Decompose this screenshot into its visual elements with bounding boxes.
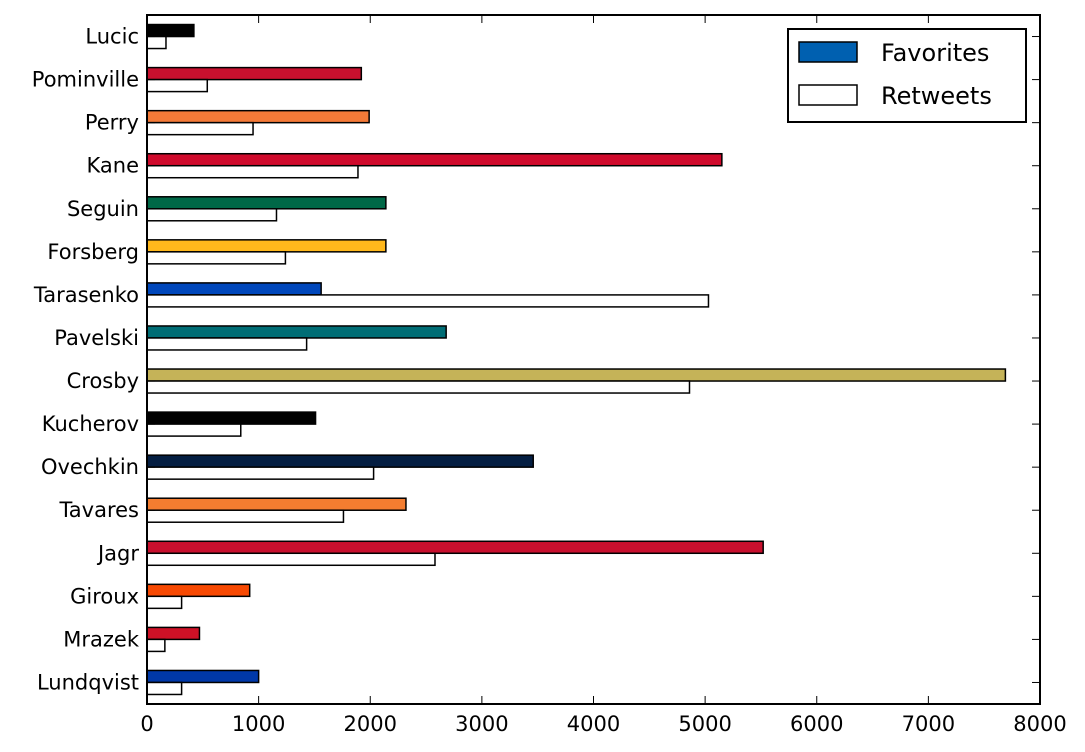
y-tick-label-ovechkin: Ovechkin (41, 455, 139, 479)
y-tick-label-lundqvist: Lundqvist (37, 670, 139, 694)
y-tick-label-forsberg: Forsberg (47, 240, 139, 264)
legend-label-retweets: Retweets (881, 82, 992, 110)
bar-favorites-lundqvist (146, 669, 260, 684)
x-tick-label-7000: 7000 (902, 712, 955, 736)
bar-favorites-tavares (146, 497, 407, 511)
bar-favorites-lucic (146, 23, 195, 38)
bar-retweets-tavares (146, 509, 345, 523)
legend: Favorites Retweets (787, 28, 1027, 123)
y-tick-label-kucherov: Kucherov (42, 412, 139, 436)
bar-favorites-pominville (146, 66, 363, 81)
bar-favorites-pavelski (146, 325, 447, 339)
bar-favorites-jagr (146, 540, 764, 555)
bar-favorites-perry (146, 109, 370, 124)
bar-favorites-mrazek (146, 626, 201, 641)
bar-retweets-pominville (146, 78, 209, 93)
y-tick-label-mrazek: Mrazek (63, 627, 140, 651)
x-tick-label-4000: 4000 (567, 712, 620, 736)
bar-retweets-kane (146, 164, 359, 179)
bar-retweets-forsberg (146, 251, 287, 265)
bar-favorites-kane (146, 152, 723, 167)
y-tick-label-tarasenko: Tarasenko (33, 283, 139, 307)
bar-favorites-crosby (146, 368, 1007, 382)
bar-favorites-ovechkin (146, 454, 534, 468)
bar-retweets-giroux (146, 595, 183, 610)
ticks-layer: Lucic Pominville Perry Kane Seguin Forsberg Ta… (32, 15, 1067, 736)
y-tick-label-kane: Kane (87, 154, 140, 178)
x-tick-label-8000: 8000 (1013, 712, 1066, 736)
bar-retweets-lucic (146, 35, 167, 50)
x-tick-label-2000: 2000 (344, 712, 397, 736)
y-tick-label-pavelski: Pavelski (54, 326, 139, 350)
bar-retweets-tarasenko (146, 294, 710, 308)
bar-retweets-lundqvist (146, 681, 183, 696)
y-tick-label-perry: Perry (85, 111, 139, 135)
x-tick-label-3000: 3000 (455, 712, 508, 736)
y-tick-label-seguin: Seguin (67, 197, 139, 221)
y-tick-label-crosby: Crosby (67, 369, 139, 393)
bar-retweets-crosby (146, 380, 691, 394)
bar-retweets-jagr (146, 552, 436, 567)
bar-favorites-seguin (146, 196, 387, 210)
x-tick-label-1000: 1000 (232, 712, 285, 736)
x-tick-label-6000: 6000 (790, 712, 843, 736)
x-tick-label-5000: 5000 (678, 712, 731, 736)
legend-swatch-favorites (798, 41, 858, 63)
bar-retweets-ovechkin (146, 466, 375, 480)
x-tick-label-0: 0 (140, 712, 153, 736)
y-tick-label-giroux: Giroux (70, 584, 139, 608)
y-tick-label-lucic: Lucic (85, 25, 139, 49)
y-tick-label-jagr: Jagr (96, 541, 139, 565)
bar-retweets-pavelski (146, 337, 308, 351)
legend-label-favorites: Favorites (881, 39, 989, 67)
bar-favorites-tarasenko (146, 282, 322, 296)
bars-layer (146, 23, 1007, 696)
bar-retweets-mrazek (146, 638, 166, 653)
bar-favorites-giroux (146, 583, 251, 598)
y-tick-label-pominville: Pominville (32, 68, 139, 92)
legend-swatch-retweets (798, 84, 858, 106)
y-tick-label-tavares: Tavares (58, 498, 139, 522)
bar-retweets-seguin (146, 208, 278, 222)
bar-favorites-forsberg (146, 239, 387, 253)
bar-retweets-perry (146, 121, 254, 136)
bar-favorites-kucherov (146, 411, 317, 425)
bar-retweets-kucherov (146, 423, 242, 437)
